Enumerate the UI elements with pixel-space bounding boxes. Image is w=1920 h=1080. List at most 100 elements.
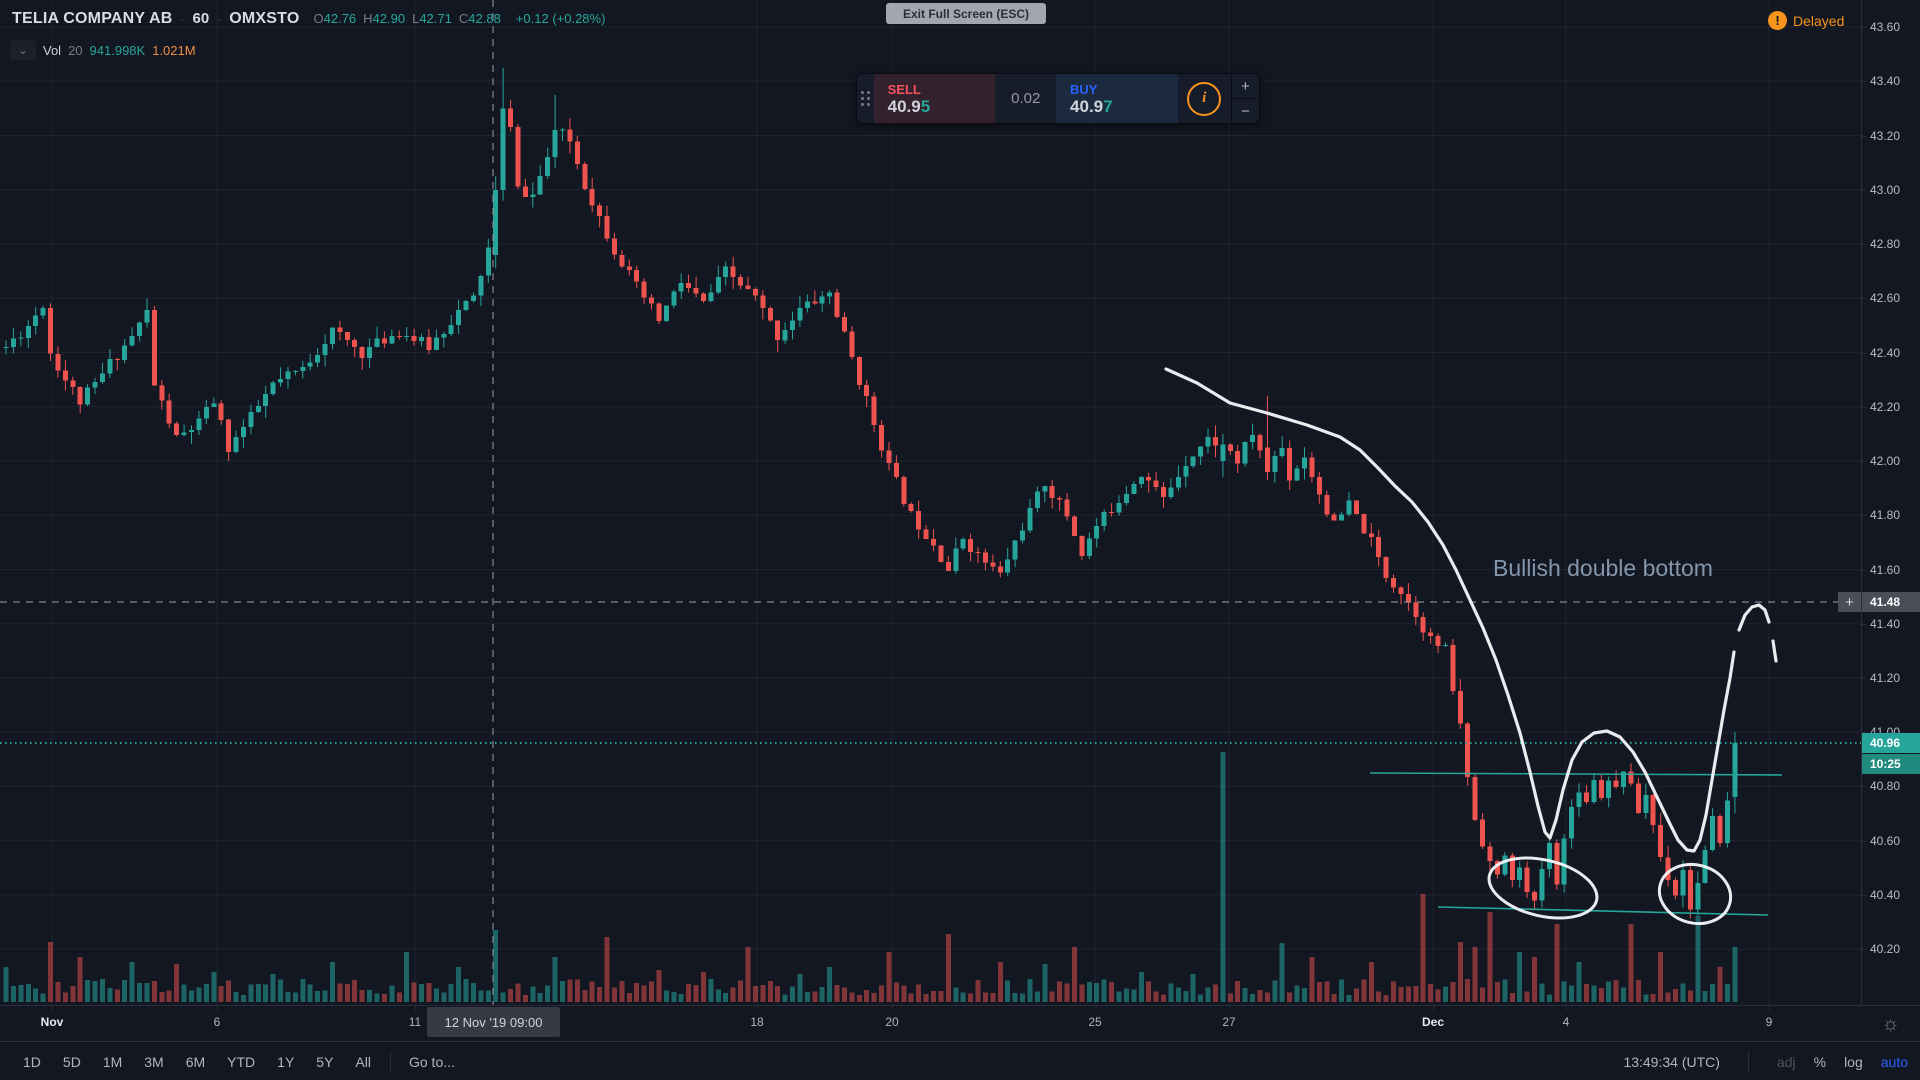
range-button-1m[interactable]: 1M xyxy=(102,1053,123,1070)
bar-countdown-label: 10:25 xyxy=(1862,754,1920,774)
drag-dots-icon xyxy=(860,91,870,106)
warning-icon: ! xyxy=(1768,11,1787,30)
price-axis[interactable]: 43.60 43.40 43.20 43.00 42.80 42.60 42.40 42.20… xyxy=(1861,0,1920,1005)
range-button-5y[interactable]: 5Y xyxy=(316,1053,334,1070)
adj-toggle[interactable]: adj xyxy=(1776,1053,1796,1070)
last-price-label: 40.96 xyxy=(1862,733,1920,753)
buy-label: BUY xyxy=(1070,81,1098,97)
bottom-toolbar: 1D 5D 1M 3M 6M YTD 1Y 5Y All Go to... 13:49:34 (… xyxy=(0,1041,1920,1080)
log-toggle[interactable]: log xyxy=(1844,1053,1863,1070)
low-label: L xyxy=(412,11,420,26)
time-tick-20: 20 xyxy=(885,1006,899,1029)
delayed-label: Delayed xyxy=(1793,12,1845,29)
toolbar-separator xyxy=(1747,1050,1749,1073)
axis-settings-corner[interactable]: ☼ xyxy=(1861,1005,1920,1042)
open-value: 42.76 xyxy=(323,11,357,26)
time-tick-9: 9 xyxy=(1765,1006,1773,1029)
drag-handle[interactable] xyxy=(857,74,874,123)
time-tick-4: 4 xyxy=(1562,1006,1570,1029)
percent-toggle[interactable]: % xyxy=(1813,1053,1827,1070)
sell-label: SELL xyxy=(887,81,921,97)
delayed-badge[interactable]: ! Delayed xyxy=(1768,11,1844,30)
time-tick-18: 18 xyxy=(750,1006,764,1029)
toolbar-right: 13:49:34 (UTC) adj % log auto xyxy=(1623,1050,1920,1073)
separator-dot: · xyxy=(180,12,185,26)
price-tick: 40.80 xyxy=(1862,779,1920,793)
increase-button[interactable]: + xyxy=(1231,74,1259,99)
price-tick: 43.60 xyxy=(1862,20,1920,34)
crosshair-price-label: 41.48 xyxy=(1862,592,1920,612)
price-tick: 42.80 xyxy=(1862,237,1920,251)
clock-utc[interactable]: 13:49:34 (UTC) xyxy=(1623,1053,1720,1070)
interval-value[interactable]: 60 xyxy=(192,10,210,27)
crosshair-plus-icon[interactable]: + xyxy=(1838,592,1861,612)
volume-indicator-row: ⌄ Vol 20 941.998K 1.021M xyxy=(10,40,196,60)
close-value: 42.88 xyxy=(468,11,501,26)
chevron-down-icon[interactable]: ⌄ xyxy=(10,40,36,60)
quantity-stepper: + − xyxy=(1230,74,1259,123)
time-tick-11: 11 xyxy=(408,1006,422,1029)
volume-length: 20 xyxy=(68,42,83,58)
time-tick-27: 27 xyxy=(1222,1006,1236,1029)
crosshair-time-tooltip: 12 Nov '19 09:00 xyxy=(427,1007,560,1037)
buy-price: 40.97 xyxy=(1070,96,1113,116)
info-icon: i xyxy=(1187,81,1222,116)
price-tick: 43.20 xyxy=(1862,129,1920,143)
exit-fullscreen-tooltip: Exit Full Screen (ESC) xyxy=(886,3,1046,24)
time-axis[interactable]: Nov 6 11 18 20 25 27 Dec 4 9 12 Nov '19 09:00 xyxy=(0,1005,1861,1042)
price-tick: 40.20 xyxy=(1862,942,1920,956)
chart-canvas[interactable]: Bullish double bottom xyxy=(0,0,1861,1005)
spread-value: 0.02 xyxy=(995,74,1057,123)
range-button-all[interactable]: All xyxy=(355,1053,371,1070)
price-tick: 41.20 xyxy=(1862,671,1920,685)
range-button-ytd[interactable]: YTD xyxy=(227,1053,256,1070)
price-tick: 41.80 xyxy=(1862,508,1920,522)
symbol-header: TELIA COMPANY AB · 60 · OMXSTO O42.76 H42… xyxy=(12,10,605,28)
buy-button[interactable]: BUY 40.97 xyxy=(1056,74,1178,123)
ohlc-readout: O42.76 H42.90 L42.71 C42.88 xyxy=(313,11,507,26)
price-tick: 42.40 xyxy=(1862,346,1920,360)
range-button-1y[interactable]: 1Y xyxy=(277,1053,295,1070)
close-label: C xyxy=(458,11,469,26)
volume-value: 941.998K xyxy=(89,42,146,58)
exchange-name[interactable]: OMXSTO xyxy=(229,10,300,27)
volume-ma-value: 1.021M xyxy=(152,42,196,58)
time-tick-dec: Dec xyxy=(1421,1006,1445,1029)
goto-button[interactable]: Go to... xyxy=(408,1053,455,1070)
price-tick: 41.60 xyxy=(1862,563,1920,577)
price-tick: 40.60 xyxy=(1862,834,1920,848)
open-label: O xyxy=(313,11,324,26)
range-button-6m[interactable]: 6M xyxy=(185,1053,206,1070)
toolbar-separator xyxy=(389,1050,391,1073)
time-tick-25: 25 xyxy=(1088,1006,1102,1029)
volume-label[interactable]: Vol xyxy=(43,42,62,58)
separator-dot: · xyxy=(217,12,222,26)
low-value: 42.71 xyxy=(419,11,452,26)
change-value: +0.12 (+0.28%) xyxy=(515,11,606,26)
range-button-3m[interactable]: 3M xyxy=(144,1053,164,1070)
price-tick: 43.00 xyxy=(1862,183,1920,197)
symbol-name[interactable]: TELIA COMPANY AB xyxy=(12,10,173,27)
candlestick-chart[interactable]: Bullish double bottom xyxy=(0,0,1861,1005)
sell-button[interactable]: SELL 40.95 xyxy=(873,74,996,123)
range-buttons: 1D 5D 1M 3M 6M YTD 1Y 5Y All xyxy=(0,1051,380,1073)
price-tick: 41.40 xyxy=(1862,617,1920,631)
sell-price: 40.95 xyxy=(887,96,931,116)
time-tick-nov: Nov xyxy=(40,1006,64,1029)
auto-toggle[interactable]: auto xyxy=(1880,1053,1908,1070)
decrease-button[interactable]: − xyxy=(1240,102,1250,120)
price-tick: 42.20 xyxy=(1862,400,1920,414)
high-value: 42.90 xyxy=(372,11,406,26)
annotation-bullish-double-bottom[interactable]: Bullish double bottom xyxy=(1493,555,1713,581)
range-button-1d[interactable]: 1D xyxy=(23,1053,41,1070)
price-tick: 42.00 xyxy=(1862,454,1920,468)
range-button-5d[interactable]: 5D xyxy=(62,1053,81,1070)
price-tick: 42.60 xyxy=(1862,291,1920,305)
sun-icon: ☼ xyxy=(1881,1012,1900,1035)
info-button[interactable]: i xyxy=(1178,74,1231,123)
price-tick: 40.40 xyxy=(1862,888,1920,902)
time-tick-6: 6 xyxy=(213,1006,221,1029)
high-label: H xyxy=(363,11,373,26)
price-tick: 43.40 xyxy=(1862,74,1920,88)
